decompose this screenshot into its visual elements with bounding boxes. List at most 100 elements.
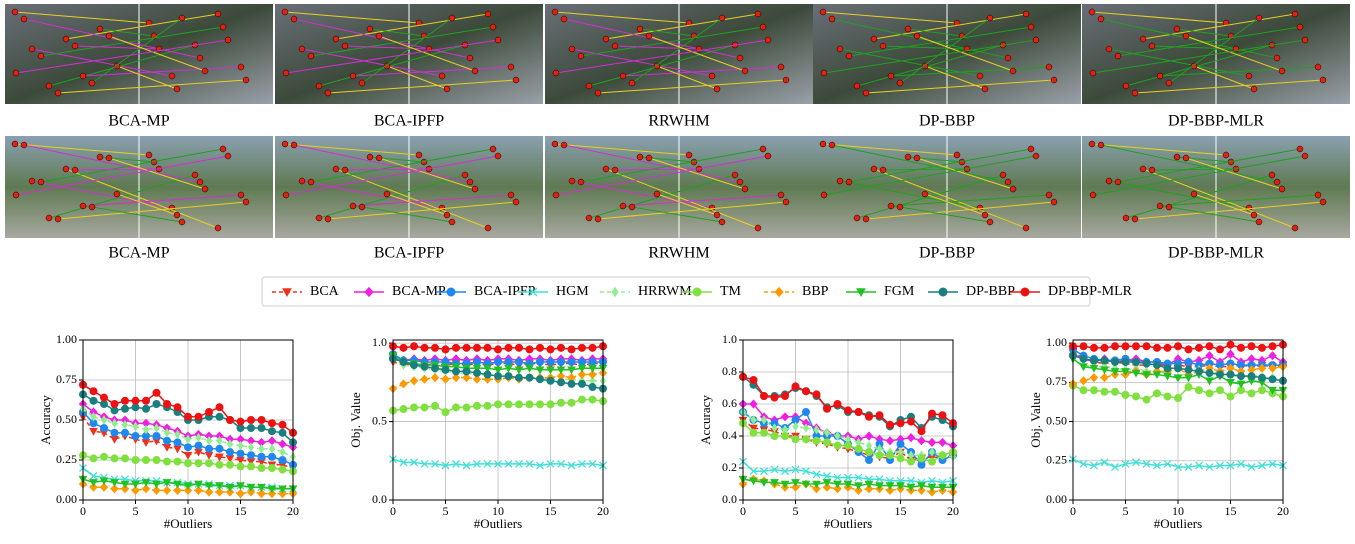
keypoint (1132, 90, 1138, 96)
data-point (1248, 390, 1255, 397)
keypoint (333, 36, 339, 42)
y-tick-label: 1.00 (1046, 335, 1067, 349)
data-point (164, 437, 171, 444)
data-point (792, 436, 799, 443)
keypoint (1251, 86, 1257, 92)
keypoint (646, 155, 652, 161)
keypoint (914, 33, 920, 39)
data-point (558, 399, 565, 406)
keypoint (495, 37, 501, 43)
keypoint (1157, 203, 1163, 209)
data-point (866, 449, 873, 456)
data-point (249, 443, 254, 451)
keypoint (1157, 73, 1163, 79)
data-point (279, 421, 286, 428)
data-point (1091, 344, 1098, 351)
keypoint (106, 33, 112, 39)
keypoint (179, 15, 185, 21)
data-point (1112, 343, 1119, 350)
data-point (589, 358, 596, 365)
keypoint (55, 216, 61, 222)
image-caption: BCA-MP (108, 113, 169, 130)
keypoint (1089, 9, 1095, 15)
data-point (1101, 388, 1108, 395)
y-axis-label: Accuracy (38, 395, 53, 445)
keypoint (897, 204, 903, 210)
keypoint (38, 53, 44, 59)
data-point (897, 420, 904, 427)
data-point (174, 439, 181, 446)
legend-marker (693, 288, 701, 296)
data-point (1185, 384, 1192, 391)
keypoint (1274, 179, 1280, 185)
data-point (793, 423, 798, 431)
keypoint (220, 146, 226, 152)
keypoint (603, 166, 609, 172)
data-point (866, 457, 873, 464)
data-point (111, 429, 118, 436)
keypoint (1191, 191, 1197, 197)
y-tick-label: 0.6 (722, 396, 737, 410)
keypoint (367, 26, 373, 32)
y-tick-label: 0.4 (722, 428, 737, 442)
data-point (929, 458, 936, 465)
data-point (143, 440, 150, 446)
keypoint (325, 90, 331, 96)
data-point (1196, 368, 1203, 375)
data-point (939, 452, 946, 459)
data-point (908, 434, 915, 442)
data-point (1133, 393, 1140, 400)
data-point (90, 388, 97, 395)
y-axis-label: Obj. Value (1028, 392, 1043, 448)
data-point (750, 377, 757, 384)
data-point (1196, 387, 1203, 394)
keypoint (367, 154, 373, 160)
data-point (929, 410, 936, 417)
keypoint (1115, 53, 1121, 59)
data-point (568, 358, 575, 365)
keypoint (1123, 83, 1129, 89)
x-tick-label: 20 (597, 504, 609, 518)
keypoint (783, 77, 789, 83)
data-point (153, 433, 160, 440)
data-point (579, 358, 586, 365)
x-tick-label: 20 (947, 504, 959, 518)
keypoint (719, 219, 725, 225)
keypoint (146, 152, 152, 158)
data-point (132, 397, 139, 404)
y-tick-label: 0.50 (1046, 413, 1067, 427)
x-tick-label: 0 (80, 504, 86, 518)
keypoint (686, 152, 692, 158)
data-point (279, 429, 286, 436)
keypoint (1315, 192, 1321, 198)
data-point (90, 428, 97, 434)
keypoint (897, 80, 903, 86)
data-point (143, 397, 150, 404)
keypoint (342, 43, 348, 49)
data-point (1154, 362, 1161, 369)
y-tick-label: 0.25 (56, 452, 77, 466)
legend-label: FGM (884, 284, 915, 299)
keypoint (821, 70, 827, 76)
data-point (111, 455, 118, 462)
data-point (558, 358, 565, 365)
data-point (185, 460, 192, 467)
keypoint (880, 167, 886, 173)
keypoint (29, 178, 35, 184)
data-point (432, 402, 439, 409)
keypoint (359, 80, 365, 86)
data-point (1217, 346, 1224, 353)
image-caption: DP-BBP (919, 113, 975, 130)
keypoint (13, 70, 19, 76)
keypoint (1302, 153, 1308, 159)
keypoint (637, 26, 643, 32)
data-point (1248, 343, 1255, 350)
keypoint (760, 24, 766, 30)
data-point (237, 450, 244, 457)
data-point (248, 425, 255, 432)
keypoint (1256, 15, 1262, 21)
data-point (1196, 344, 1203, 351)
data-point (516, 344, 523, 351)
data-point (526, 346, 533, 353)
keypoint (1000, 172, 1006, 178)
